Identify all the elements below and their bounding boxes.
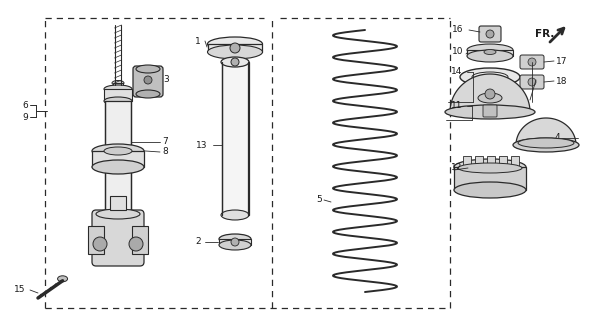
Ellipse shape — [104, 85, 132, 93]
Ellipse shape — [445, 105, 535, 119]
Ellipse shape — [478, 93, 502, 103]
Text: 5: 5 — [316, 196, 322, 204]
Ellipse shape — [92, 144, 144, 158]
Ellipse shape — [136, 65, 160, 73]
Ellipse shape — [472, 72, 508, 82]
Ellipse shape — [112, 86, 124, 92]
Ellipse shape — [458, 163, 522, 173]
Text: 12: 12 — [451, 164, 463, 172]
Circle shape — [129, 237, 143, 251]
Text: 17: 17 — [556, 57, 568, 66]
Ellipse shape — [96, 209, 140, 219]
Ellipse shape — [221, 57, 249, 67]
Circle shape — [528, 58, 536, 66]
Ellipse shape — [136, 90, 160, 98]
Ellipse shape — [92, 160, 144, 174]
Ellipse shape — [484, 50, 496, 54]
Bar — [511, 156, 519, 168]
FancyBboxPatch shape — [133, 66, 163, 97]
Text: 14: 14 — [451, 68, 463, 76]
Circle shape — [93, 237, 107, 251]
Bar — [475, 156, 483, 168]
Circle shape — [230, 43, 240, 53]
Ellipse shape — [467, 50, 513, 62]
Ellipse shape — [208, 37, 263, 51]
Text: 2: 2 — [195, 237, 201, 246]
Circle shape — [485, 89, 495, 99]
Circle shape — [486, 30, 494, 38]
Text: 8: 8 — [162, 148, 168, 156]
Bar — [222, 62, 249, 215]
Bar — [463, 156, 471, 168]
Circle shape — [231, 238, 239, 246]
Text: 11: 11 — [451, 101, 463, 110]
Ellipse shape — [58, 276, 68, 282]
Ellipse shape — [219, 234, 251, 244]
Bar — [499, 156, 507, 168]
Ellipse shape — [112, 81, 124, 85]
Ellipse shape — [208, 45, 263, 59]
Text: 15: 15 — [14, 285, 25, 294]
Text: 4: 4 — [555, 133, 560, 142]
FancyBboxPatch shape — [520, 55, 544, 69]
Bar — [219, 239, 251, 245]
Ellipse shape — [460, 68, 520, 86]
Ellipse shape — [144, 76, 152, 84]
Bar — [208, 44, 262, 52]
Ellipse shape — [219, 240, 251, 250]
Ellipse shape — [454, 159, 526, 175]
Bar — [113, 83, 123, 89]
Ellipse shape — [104, 147, 132, 155]
Bar — [110, 196, 126, 210]
Bar — [467, 50, 513, 56]
FancyBboxPatch shape — [520, 75, 544, 89]
Ellipse shape — [454, 182, 526, 198]
Text: FR.: FR. — [535, 29, 555, 39]
Text: 6: 6 — [22, 100, 28, 109]
Text: 13: 13 — [196, 140, 208, 149]
Bar — [454, 167, 526, 190]
Text: 9: 9 — [22, 113, 28, 122]
Text: 18: 18 — [556, 76, 568, 85]
Bar — [104, 89, 132, 101]
Bar — [92, 151, 144, 167]
Polygon shape — [516, 118, 576, 145]
Polygon shape — [450, 74, 530, 112]
Ellipse shape — [467, 44, 513, 56]
Text: 7: 7 — [162, 138, 168, 147]
Bar — [132, 226, 148, 254]
Text: 16: 16 — [452, 26, 464, 35]
Bar — [487, 156, 495, 168]
Bar — [88, 226, 104, 254]
Ellipse shape — [221, 210, 249, 220]
Text: 1: 1 — [195, 36, 201, 45]
Ellipse shape — [104, 97, 132, 105]
Ellipse shape — [518, 138, 574, 148]
FancyBboxPatch shape — [483, 105, 497, 117]
Text: 10: 10 — [452, 47, 464, 57]
FancyBboxPatch shape — [479, 26, 501, 42]
Circle shape — [528, 78, 536, 86]
Text: 3: 3 — [163, 76, 169, 84]
Circle shape — [231, 58, 239, 66]
Ellipse shape — [513, 138, 579, 152]
FancyBboxPatch shape — [92, 210, 144, 266]
Bar — [105, 101, 131, 210]
